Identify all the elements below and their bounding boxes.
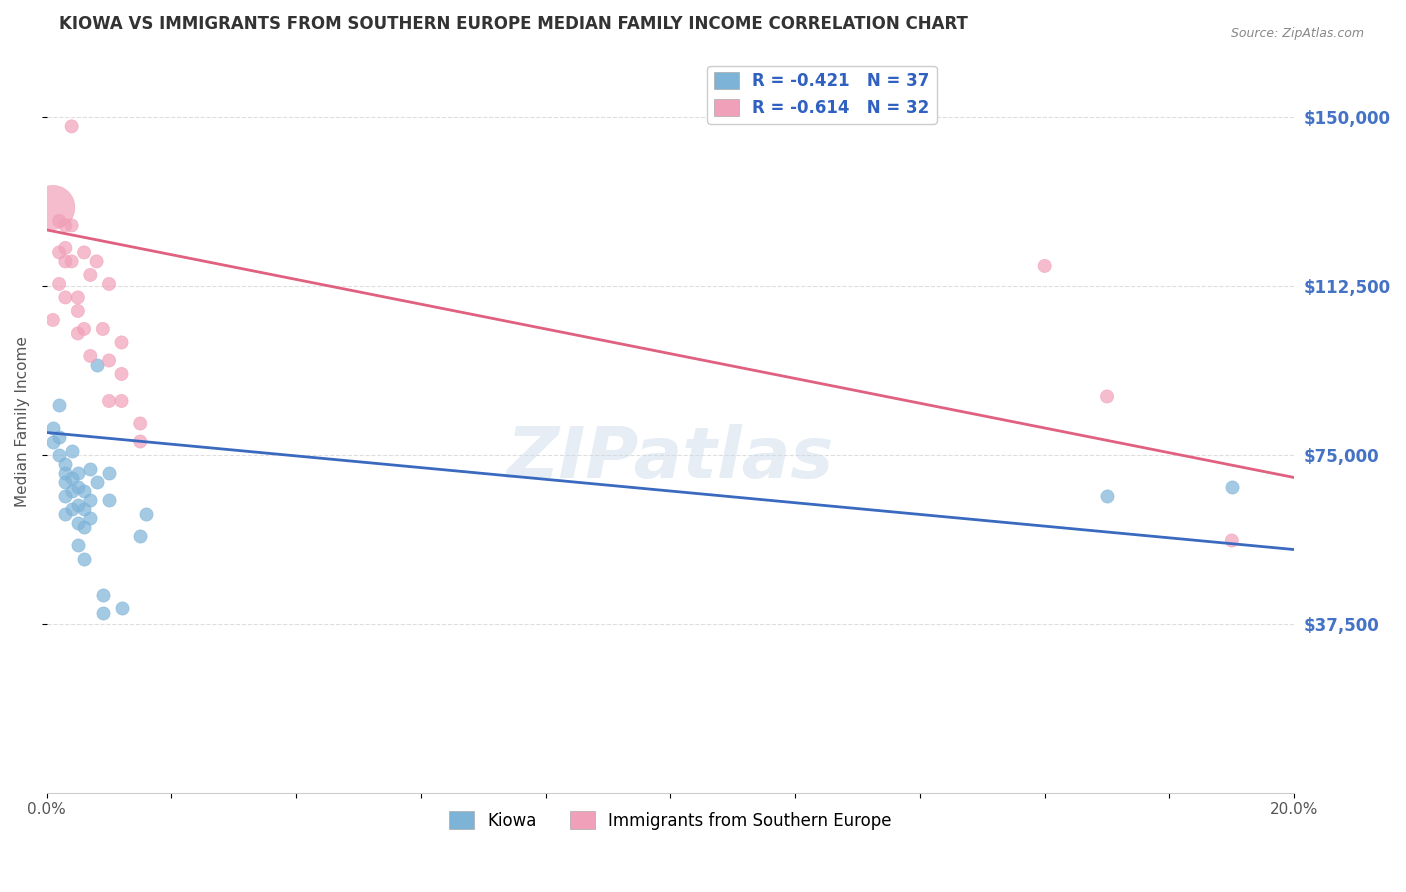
Point bbox=[66, 290, 89, 304]
Point bbox=[110, 394, 132, 409]
Point bbox=[79, 461, 101, 475]
Point bbox=[86, 358, 108, 372]
Point bbox=[66, 479, 89, 493]
Point bbox=[60, 254, 83, 268]
Point bbox=[53, 466, 76, 480]
Point bbox=[53, 507, 76, 521]
Point bbox=[98, 466, 121, 480]
Point bbox=[53, 241, 76, 255]
Point bbox=[91, 588, 114, 602]
Point bbox=[73, 502, 96, 516]
Legend: Kiowa, Immigrants from Southern Europe: Kiowa, Immigrants from Southern Europe bbox=[443, 805, 898, 837]
Point bbox=[60, 470, 83, 484]
Point bbox=[48, 245, 70, 260]
Point bbox=[110, 335, 132, 350]
Point bbox=[73, 483, 96, 498]
Point bbox=[1220, 479, 1243, 493]
Point bbox=[66, 538, 89, 552]
Point bbox=[73, 245, 96, 260]
Point bbox=[53, 457, 76, 471]
Point bbox=[48, 448, 70, 462]
Point bbox=[1033, 259, 1056, 273]
Point bbox=[86, 475, 108, 489]
Point bbox=[53, 475, 76, 489]
Point bbox=[42, 434, 65, 449]
Point bbox=[53, 254, 76, 268]
Point bbox=[53, 489, 76, 503]
Point bbox=[91, 606, 114, 620]
Point bbox=[79, 349, 101, 363]
Point bbox=[135, 507, 157, 521]
Point bbox=[1220, 533, 1243, 548]
Point bbox=[60, 443, 83, 458]
Point bbox=[79, 268, 101, 282]
Point bbox=[73, 551, 96, 566]
Point bbox=[1095, 489, 1118, 503]
Point bbox=[48, 430, 70, 444]
Point bbox=[129, 529, 152, 543]
Point bbox=[98, 493, 121, 508]
Point bbox=[79, 511, 101, 525]
Point bbox=[53, 290, 76, 304]
Point bbox=[73, 322, 96, 336]
Point bbox=[60, 502, 83, 516]
Point bbox=[48, 277, 70, 291]
Point bbox=[98, 394, 121, 409]
Point bbox=[66, 498, 89, 512]
Point bbox=[66, 326, 89, 341]
Point bbox=[60, 120, 83, 134]
Point bbox=[129, 417, 152, 431]
Point bbox=[110, 367, 132, 381]
Point bbox=[79, 493, 101, 508]
Point bbox=[66, 516, 89, 530]
Point bbox=[66, 466, 89, 480]
Text: KIOWA VS IMMIGRANTS FROM SOUTHERN EUROPE MEDIAN FAMILY INCOME CORRELATION CHART: KIOWA VS IMMIGRANTS FROM SOUTHERN EUROPE… bbox=[59, 15, 967, 33]
Point bbox=[48, 214, 70, 228]
Text: Source: ZipAtlas.com: Source: ZipAtlas.com bbox=[1230, 27, 1364, 40]
Point bbox=[42, 421, 65, 435]
Text: ZIPatlas: ZIPatlas bbox=[506, 424, 834, 493]
Point bbox=[129, 434, 152, 449]
Y-axis label: Median Family Income: Median Family Income bbox=[15, 335, 30, 507]
Point bbox=[86, 254, 108, 268]
Point bbox=[91, 322, 114, 336]
Point bbox=[98, 277, 121, 291]
Point bbox=[53, 219, 76, 233]
Point bbox=[110, 601, 132, 615]
Point bbox=[60, 483, 83, 498]
Point bbox=[98, 353, 121, 368]
Point bbox=[1095, 389, 1118, 403]
Point bbox=[60, 219, 83, 233]
Point bbox=[42, 313, 65, 327]
Point bbox=[42, 201, 65, 215]
Point bbox=[48, 399, 70, 413]
Point bbox=[66, 304, 89, 318]
Point bbox=[73, 520, 96, 534]
